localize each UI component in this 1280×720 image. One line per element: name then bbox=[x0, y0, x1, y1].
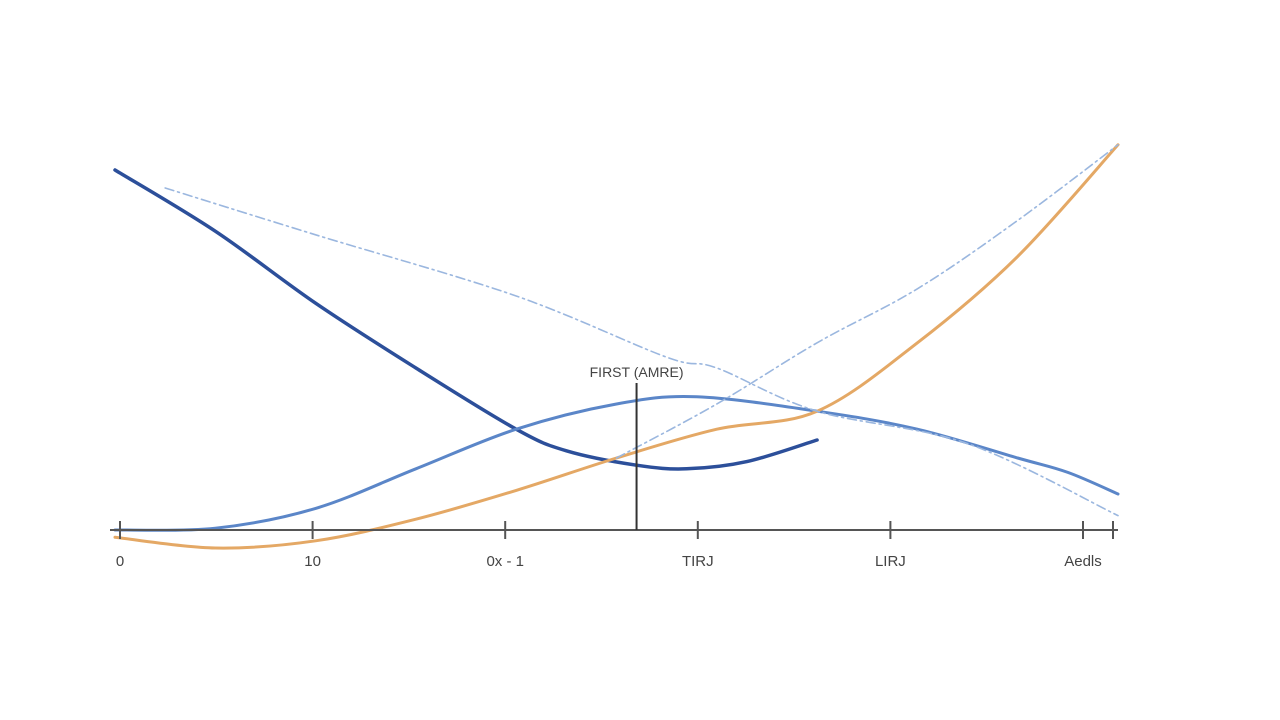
series-line-1 bbox=[113, 168, 819, 471]
series-layer bbox=[113, 143, 1120, 550]
x-tick-label-2: 0x - 1 bbox=[486, 553, 524, 570]
annotation-layer: FIRST (AMRE) bbox=[590, 364, 684, 530]
series-line-5 bbox=[615, 144, 1119, 459]
x-tick-label-0: 0 bbox=[116, 553, 124, 570]
x-tick-label-5: Aedls bbox=[1064, 553, 1102, 570]
annotation-label-0: FIRST (AMRE) bbox=[590, 364, 684, 380]
x-tick-label-4: LIRJ bbox=[875, 553, 906, 570]
x-axis-ticks: 0 10 0x - 1 TIRJ LIRJ Aedls bbox=[116, 521, 1114, 570]
x-tick-label-3: TIRJ bbox=[682, 553, 714, 570]
x-tick-label-1: 10 bbox=[304, 553, 321, 570]
series-line-3 bbox=[113, 143, 1120, 550]
series-line-2 bbox=[113, 395, 1120, 532]
